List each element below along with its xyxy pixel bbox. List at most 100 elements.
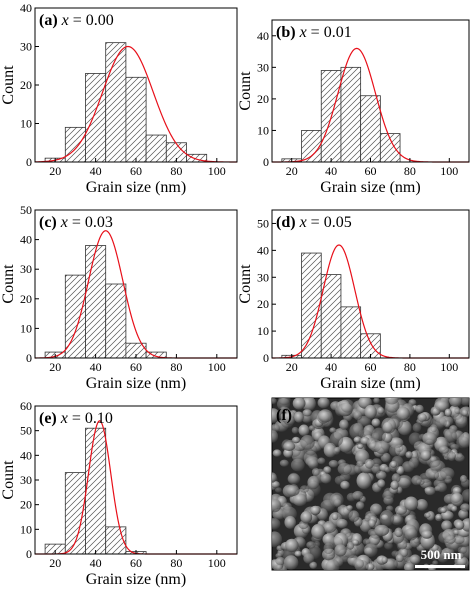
panel-label: (b) (276, 24, 296, 41)
sem-grain (374, 524, 390, 537)
sem-grain (311, 524, 325, 539)
sem-grain (456, 436, 469, 449)
sem-grain (389, 444, 401, 457)
histogram-bar (340, 306, 362, 359)
panel-variable: x (60, 410, 68, 427)
sem-grain (356, 460, 364, 467)
sem-grain (329, 492, 344, 508)
sem-grain (390, 480, 399, 490)
sem-grain (309, 561, 318, 569)
sem-grain (345, 533, 353, 541)
x-tick-label: 60 (130, 164, 142, 178)
sem-grain (272, 398, 277, 405)
sem-grain (322, 522, 337, 534)
y-tick-label: 20 (257, 92, 269, 106)
sem-grain (417, 413, 427, 422)
sem-grain (272, 531, 282, 548)
sem-grain (379, 510, 395, 527)
panel-annotation: (c) x = 0.03 (39, 214, 113, 231)
y-tick-label: 10 (257, 123, 269, 137)
sem-grain (390, 460, 398, 468)
sem-grain (450, 491, 462, 504)
sem-grain (355, 501, 365, 510)
sem-grain (391, 473, 401, 483)
panel-value: = 0.03 (72, 214, 113, 231)
sem-grain (275, 553, 283, 559)
histogram-bar (105, 283, 127, 359)
sem-grain (434, 399, 450, 412)
sem-grain (300, 511, 313, 524)
sem-grain (394, 527, 404, 538)
sem-grain (346, 541, 355, 550)
x-tick-label: 40 (90, 360, 102, 374)
histogram-bar (105, 42, 127, 163)
x-tick-label: 60 (130, 556, 142, 570)
sem-grain (352, 490, 364, 500)
sem-grain (430, 426, 437, 433)
sem-grain (422, 432, 438, 445)
sem-grain (274, 487, 282, 493)
sem-grain (272, 449, 282, 457)
sem-grain (395, 554, 404, 563)
histogram-panel-4: 20 40 60 80 100 0 10 20 30 40 50 Grain size (nm) Cou… (237, 209, 470, 392)
y-tick-label: 20 (20, 498, 32, 512)
sem-grain (338, 506, 353, 520)
y-tick-label: 40 (20, 1, 32, 15)
x-tick-label: 40 (90, 164, 102, 178)
panel-value: = 0.00 (73, 12, 114, 29)
sem-grain (364, 515, 371, 522)
sem-grain (272, 518, 281, 530)
sem-grain (329, 431, 344, 447)
sem-grain (294, 411, 304, 423)
sem-grain (282, 410, 297, 426)
sem-grain (357, 443, 364, 449)
y-tick-label: 40 (257, 243, 269, 257)
x-axis-label: Grain size (nm) (320, 375, 420, 392)
histogram-bar (301, 130, 322, 163)
x-tick-label: 100 (208, 556, 226, 570)
sem-grain (339, 419, 349, 430)
x-tick-label: 20 (286, 164, 298, 178)
sem-grain (275, 557, 286, 566)
sem-grain (409, 554, 421, 565)
histogram-bar (85, 245, 107, 359)
sem-grain (420, 449, 432, 461)
y-tick-label: 60 (20, 399, 32, 413)
sem-grain (323, 466, 332, 474)
sem-grain (395, 505, 407, 515)
sem-grain (306, 541, 316, 549)
y-tick-label: 0 (26, 155, 32, 169)
sem-grain (292, 398, 306, 410)
sem-grain (320, 473, 332, 484)
sem-grain (408, 432, 422, 446)
sem-grain (292, 436, 301, 444)
sem-grain (339, 473, 351, 482)
histogram-bar (125, 76, 147, 163)
sem-grain (374, 440, 390, 455)
sem-grain (432, 560, 439, 566)
sem-grain (454, 556, 468, 567)
sem-grain (436, 482, 447, 493)
sem-grain (444, 408, 452, 417)
y-axis-label: Count (237, 264, 254, 304)
sem-grain (318, 409, 333, 423)
sem-grain (283, 555, 299, 570)
sem-grain (408, 457, 419, 469)
sem-grain (440, 507, 447, 514)
histogram-bar (85, 73, 107, 163)
sem-grain (424, 512, 431, 518)
sem-grain (325, 559, 340, 570)
sem-grain (301, 398, 316, 411)
histogram-bar (360, 95, 381, 163)
sem-grain (373, 398, 380, 404)
x-tick-label: 80 (170, 556, 182, 570)
sem-grain (300, 435, 315, 450)
y-tick-label: 30 (257, 270, 269, 284)
x-tick-label: 80 (170, 164, 182, 178)
panel-label: (a) (39, 12, 58, 29)
panel-annotation: (b) x = 0.01 (276, 24, 352, 41)
y-tick-label: 0 (26, 547, 32, 561)
sem-grain (272, 424, 280, 433)
